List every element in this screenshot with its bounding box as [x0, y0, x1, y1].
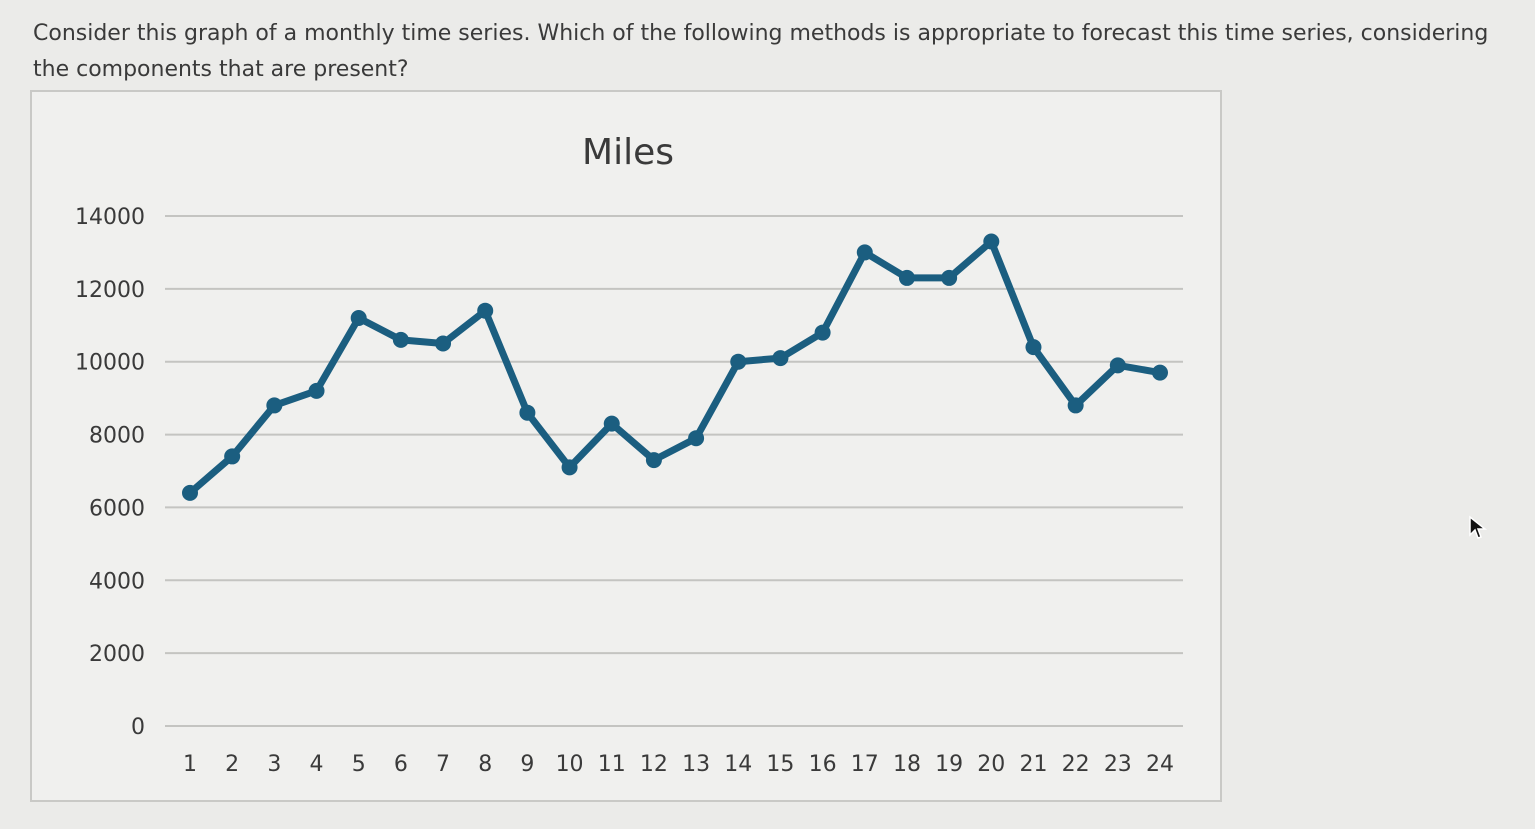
data-point	[814, 324, 831, 341]
x-tick-label: 2	[225, 752, 239, 777]
x-tick-label: 4	[310, 752, 324, 777]
data-point	[856, 244, 873, 261]
y-tick-label: 14000	[75, 205, 145, 230]
data-point	[224, 448, 241, 465]
y-tick-label: 4000	[89, 569, 145, 594]
y-tick-label: 6000	[89, 496, 145, 521]
y-axis-tick-labels: 0 2000 4000 6000 8000 10000 12000 14000	[75, 205, 145, 740]
data-point	[308, 382, 325, 399]
x-tick-label: 16	[809, 752, 837, 777]
data-point	[730, 353, 747, 370]
y-tick-label: 8000	[89, 424, 145, 449]
x-tick-label: 22	[1062, 752, 1090, 777]
question-text: Consider this graph of a monthly time se…	[33, 21, 1489, 82]
data-point	[519, 404, 536, 421]
data-point	[350, 310, 367, 326]
y-tick-label: 12000	[75, 278, 145, 303]
x-tick-label: 23	[1104, 752, 1132, 777]
gridlines	[165, 215, 1183, 727]
x-tick-label: 20	[977, 752, 1005, 777]
data-point	[477, 302, 494, 319]
data-point	[1025, 339, 1042, 356]
data-point	[435, 335, 452, 352]
data-point	[603, 415, 620, 432]
data-point	[941, 269, 958, 286]
x-tick-label: 11	[598, 752, 626, 777]
x-tick-label: 15	[766, 752, 794, 777]
x-tick-label: 13	[682, 752, 710, 777]
x-tick-label: 9	[520, 752, 534, 777]
data-point	[983, 233, 1000, 250]
data-point	[645, 452, 662, 469]
x-tick-label: 24	[1146, 752, 1174, 777]
x-tick-label: 5	[352, 752, 366, 777]
y-tick-label: 0	[131, 715, 145, 740]
x-tick-label: 7	[436, 752, 450, 777]
x-tick-label: 12	[640, 752, 668, 777]
x-tick-label: 6	[394, 752, 408, 777]
series-line	[186, 238, 1164, 497]
data-point	[561, 459, 578, 476]
x-tick-label: 3	[267, 752, 281, 777]
x-tick-label: 19	[935, 752, 963, 777]
x-tick-label: 17	[851, 752, 879, 777]
chart-frame	[30, 90, 1222, 802]
y-tick-label: 2000	[89, 642, 145, 667]
series-layer	[182, 233, 1168, 501]
x-axis-tick-labels: 1 2 3 4 5 6 7 8 9 10 11 12 13 14 15 16 17 18 19 20 21 22 23 24	[183, 752, 1174, 777]
data-point	[1152, 364, 1168, 381]
data-point	[392, 331, 409, 348]
mouse-pointer-icon	[1469, 515, 1488, 539]
data-point	[182, 484, 198, 501]
x-tick-label: 8	[478, 752, 492, 777]
data-point	[898, 269, 915, 286]
data-point	[266, 397, 283, 414]
x-tick-label: 14	[724, 752, 752, 777]
data-point	[1067, 397, 1084, 414]
x-tick-label: 18	[893, 752, 921, 777]
chart-title: Miles	[582, 132, 674, 173]
data-point	[772, 350, 789, 367]
x-tick-label: 21	[1019, 752, 1047, 777]
data-point	[688, 430, 705, 447]
data-point	[1109, 357, 1126, 374]
x-tick-label: 1	[183, 752, 197, 777]
y-tick-label: 10000	[75, 351, 145, 376]
x-tick-label: 10	[556, 752, 584, 777]
